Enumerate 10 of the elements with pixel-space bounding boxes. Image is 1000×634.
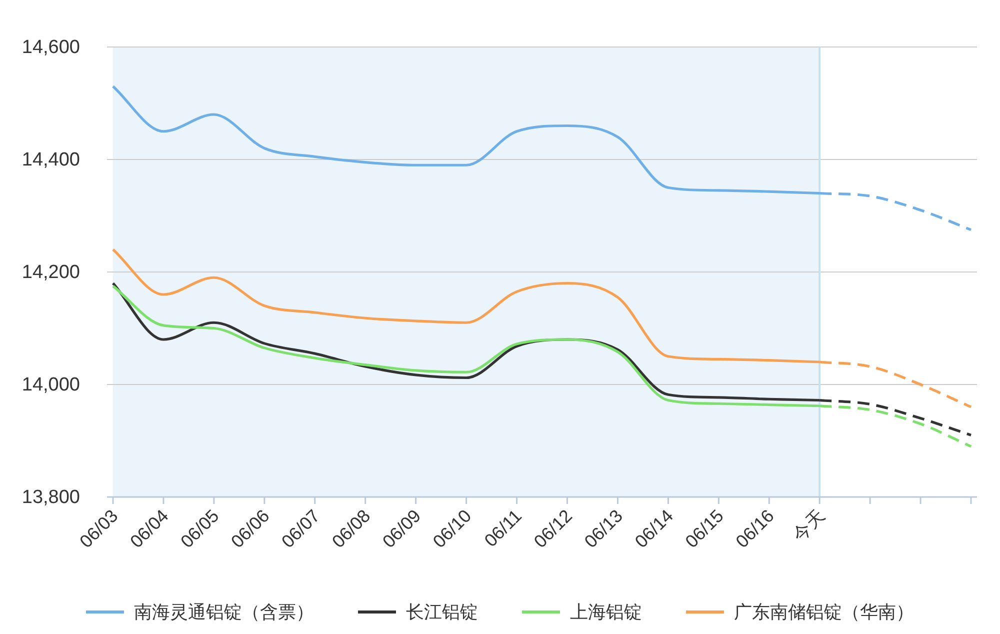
y-tick-label: 14,000 xyxy=(22,374,80,396)
x-tick-label: 今天 xyxy=(788,506,828,546)
legend-label: 长江铝锭 xyxy=(406,602,478,622)
legend-label: 上海铝锭 xyxy=(570,602,642,622)
legend-label: 南海灵通铝锭（含票） xyxy=(134,602,314,622)
y-tick-label: 14,600 xyxy=(22,37,80,58)
legend-label: 广东南储铝锭（华南） xyxy=(734,602,914,622)
y-tick-label: 13,800 xyxy=(22,487,80,508)
y-tick-label: 14,200 xyxy=(22,262,80,283)
y-tick-label: 14,400 xyxy=(22,150,80,170)
